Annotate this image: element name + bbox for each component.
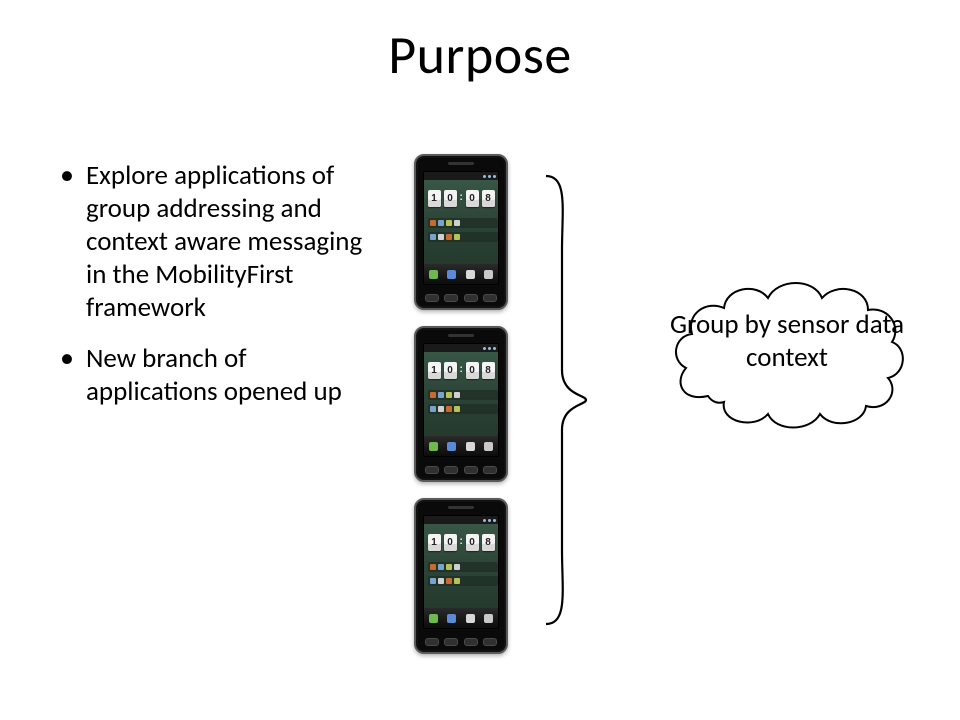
clock-digit: 0 <box>466 190 479 207</box>
clock-digit: 1 <box>428 190 441 207</box>
smartphone-icon: 1 0 : 0 8 <box>414 498 508 654</box>
clock-digit: 0 <box>444 190 457 207</box>
smartphone-icon: 1 0 : 0 8 <box>414 326 508 482</box>
clock-digit: 8 <box>482 190 495 207</box>
bullet-item: Explore applications of group addressing… <box>58 160 368 325</box>
clock-digit: 1 <box>428 534 441 551</box>
clock-digit: 8 <box>482 362 495 379</box>
clock-digit: 8 <box>482 534 495 551</box>
slide: Purpose Explore applications of group ad… <box>0 0 960 720</box>
clock-digit: 0 <box>444 534 457 551</box>
clock-digit: 1 <box>428 362 441 379</box>
phone-column: 1 0 : 0 8 1 0 : 0 <box>414 154 508 654</box>
slide-title: Purpose <box>0 22 960 88</box>
clock-digit: 0 <box>466 534 479 551</box>
clock-digit: 0 <box>466 362 479 379</box>
brace-icon <box>538 170 598 630</box>
cloud-label: Group by sensor data context <box>664 309 910 375</box>
bullet-item: New branch of applications opened up <box>58 343 368 409</box>
smartphone-icon: 1 0 : 0 8 <box>414 154 508 310</box>
clock-digit: 0 <box>444 362 457 379</box>
bullet-list: Explore applications of group addressing… <box>58 160 368 427</box>
cloud-shape: Group by sensor data context <box>664 264 910 444</box>
